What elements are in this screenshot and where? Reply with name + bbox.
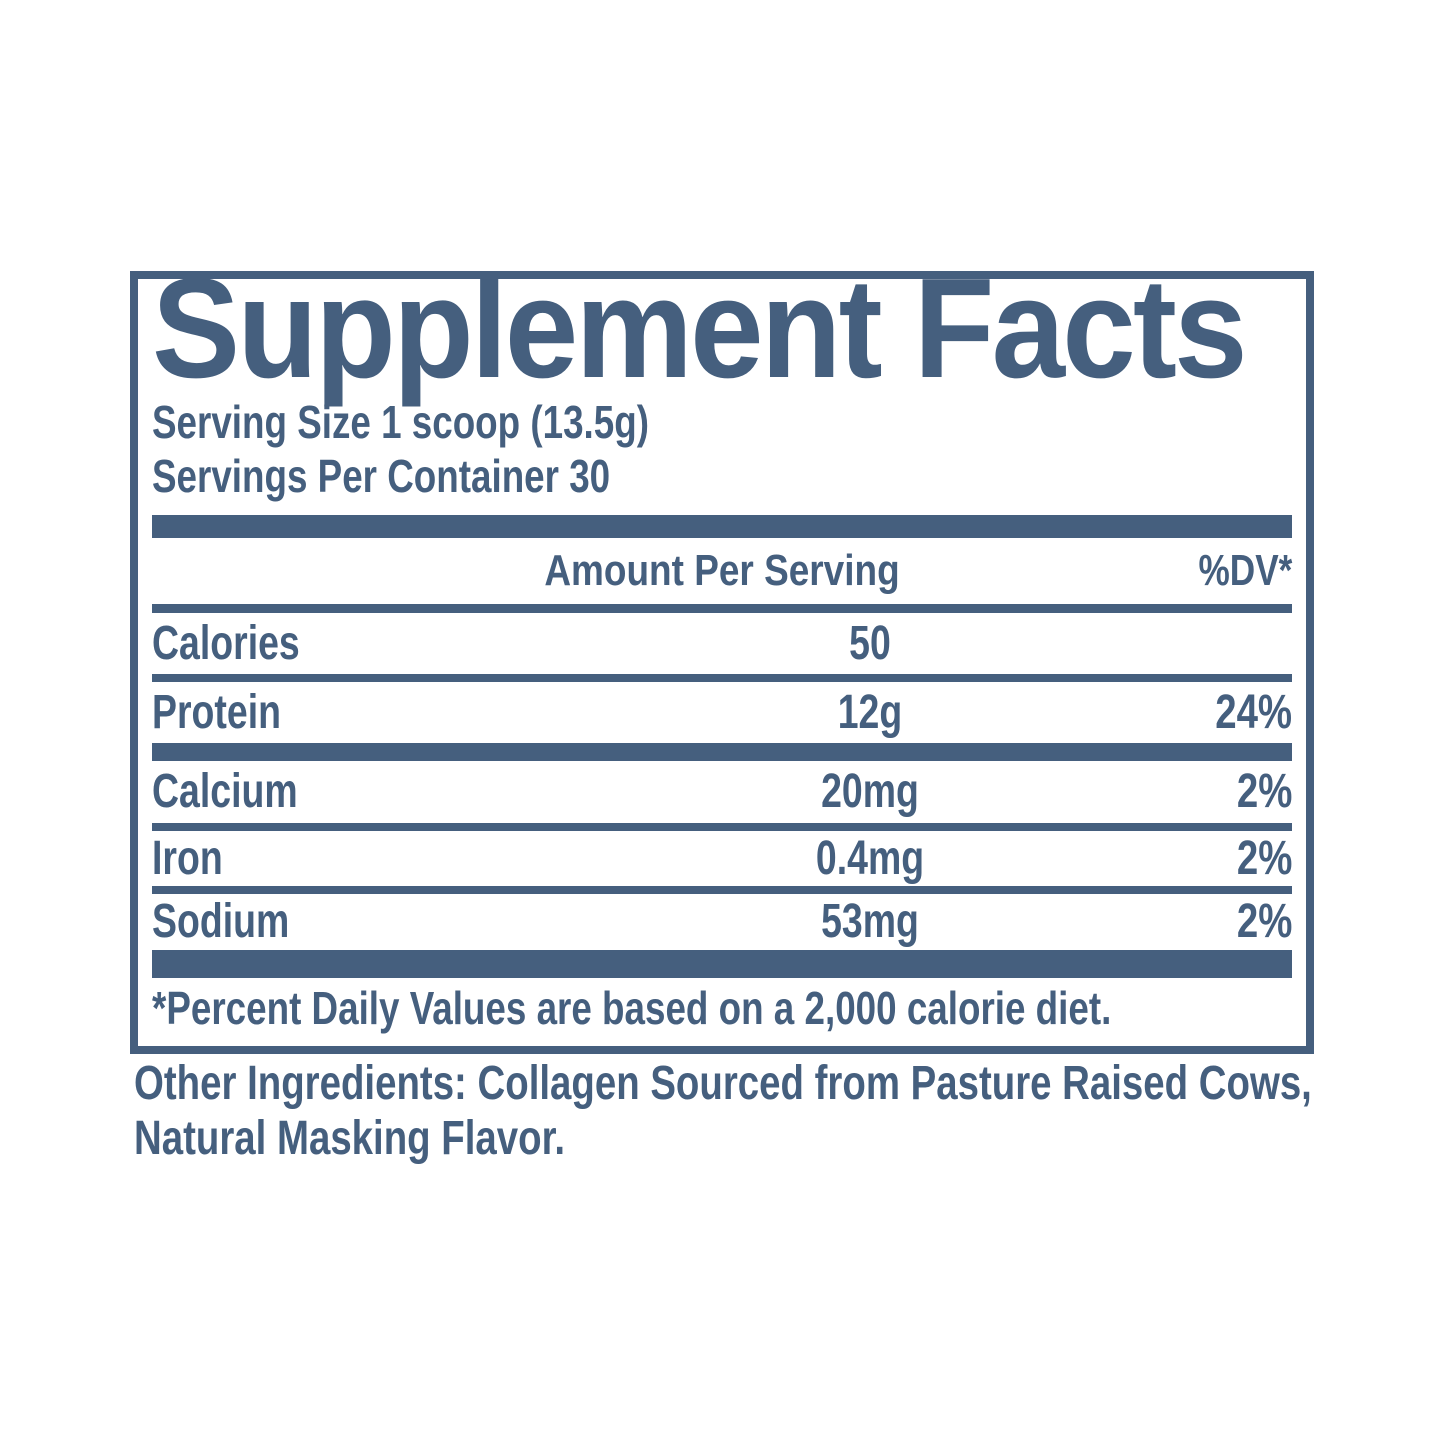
table-header-row: Amount Per Serving %DV* xyxy=(152,538,1292,604)
other-ingredients: Other Ingredients: Collagen Sourced from… xyxy=(134,1056,1445,1166)
servings-per-container-text: Servings Per Container 30 xyxy=(152,450,611,502)
separator-rule xyxy=(152,823,1292,831)
nutrient-amount: 53mg xyxy=(821,895,920,948)
nutrient-name: Sodium xyxy=(152,895,290,948)
nutrient-name: Protein xyxy=(152,686,281,739)
serving-info: Serving Size 1 scoop (13.5g) Servings Pe… xyxy=(152,395,1292,503)
servings-per-container-line: Servings Per Container 30 xyxy=(152,449,1292,503)
separator-rule xyxy=(152,604,1292,613)
nutrient-dv: 2% xyxy=(1236,765,1293,818)
separator-bar-bottom xyxy=(152,950,1292,978)
amount-per-serving-header: Amount Per Serving xyxy=(544,546,900,595)
separator-bar-top xyxy=(152,515,1292,538)
dv-footnote: *Percent Daily Values are based on a 2,0… xyxy=(152,978,1292,1036)
dv-footnote-text: *Percent Daily Values are based on a 2,0… xyxy=(152,982,1112,1034)
nutrient-dv: 24% xyxy=(1215,686,1292,739)
nutrient-name: Calories xyxy=(152,617,300,670)
dv-header: %DV* xyxy=(1198,546,1292,595)
separator-rule xyxy=(152,674,1292,682)
supplement-facts-panel: Supplement Facts Serving Size 1 scoop (1… xyxy=(130,271,1314,1054)
nutrient-amount: 20mg xyxy=(821,765,920,818)
nutrient-row-calcium: Calcium 20mg 2% xyxy=(152,761,1292,823)
nutrient-name: Iron xyxy=(152,832,223,885)
separator-rule xyxy=(152,886,1292,894)
nutrient-amount: 0.4mg xyxy=(816,832,925,885)
nutrient-row-iron: Iron 0.4mg 2% xyxy=(152,831,1292,886)
serving-size-text: Serving Size 1 scoop (13.5g) xyxy=(152,396,649,448)
other-ingredients-line-2: Natural Masking Flavor. xyxy=(134,1112,566,1165)
nutrient-amount: 50 xyxy=(849,617,892,670)
nutrient-dv: 2% xyxy=(1236,895,1293,948)
nutrient-row-protein: Protein 12g 24% xyxy=(152,682,1292,743)
panel-title: Supplement Facts xyxy=(152,279,1292,400)
nutrient-name: Calcium xyxy=(152,765,298,818)
nutrient-row-calories: Calories 50 xyxy=(152,613,1292,674)
nutrient-amount: 12g xyxy=(837,686,903,739)
separator-bar-mid xyxy=(152,743,1292,761)
nutrient-dv: 2% xyxy=(1236,832,1293,885)
other-ingredients-line-1: Other Ingredients: Collagen Sourced from… xyxy=(134,1057,1312,1110)
panel-title-text: Supplement Facts xyxy=(152,271,1248,408)
nutrient-row-sodium: Sodium 53mg 2% xyxy=(152,894,1292,950)
serving-size-line: Serving Size 1 scoop (13.5g) xyxy=(152,395,1292,449)
